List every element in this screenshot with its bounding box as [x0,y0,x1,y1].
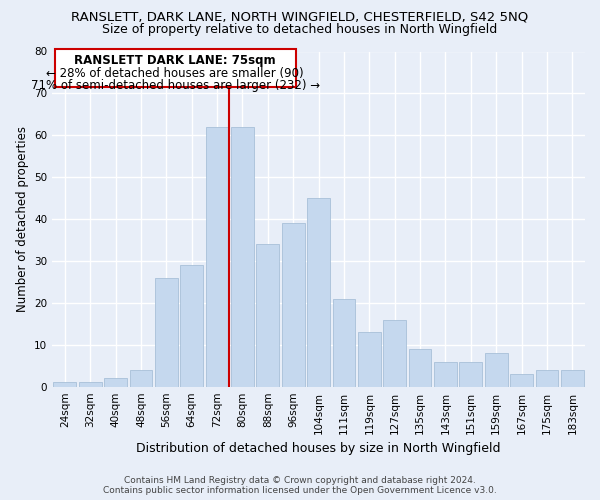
Bar [104,378,127,386]
X-axis label: Distribution of detached houses by size in North Wingfield: Distribution of detached houses by size … [136,442,501,455]
Y-axis label: Number of detached properties: Number of detached properties [16,126,29,312]
Text: Contains HM Land Registry data © Crown copyright and database right 2024.
Contai: Contains HM Land Registry data © Crown c… [103,476,497,495]
Bar [409,349,431,387]
Bar [460,362,482,386]
Bar [130,370,152,386]
Bar [282,224,305,386]
Text: 71% of semi-detached houses are larger (232) →: 71% of semi-detached houses are larger (… [31,78,320,92]
Bar [53,382,76,386]
Bar [155,278,178,386]
Bar [181,265,203,386]
Bar [383,320,406,386]
Bar [79,382,101,386]
Bar [256,244,279,386]
FancyBboxPatch shape [55,50,296,87]
Bar [485,353,508,386]
Bar [206,127,229,386]
Bar [332,298,355,386]
Bar [434,362,457,386]
Text: RANSLETT DARK LANE: 75sqm: RANSLETT DARK LANE: 75sqm [74,54,276,68]
Bar [510,374,533,386]
Bar [358,332,381,386]
Bar [231,127,254,386]
Text: ← 28% of detached houses are smaller (90): ← 28% of detached houses are smaller (90… [46,67,304,80]
Text: Size of property relative to detached houses in North Wingfield: Size of property relative to detached ho… [103,22,497,36]
Bar [561,370,584,386]
Bar [536,370,559,386]
Text: RANSLETT, DARK LANE, NORTH WINGFIELD, CHESTERFIELD, S42 5NQ: RANSLETT, DARK LANE, NORTH WINGFIELD, CH… [71,10,529,23]
Bar [307,198,330,386]
